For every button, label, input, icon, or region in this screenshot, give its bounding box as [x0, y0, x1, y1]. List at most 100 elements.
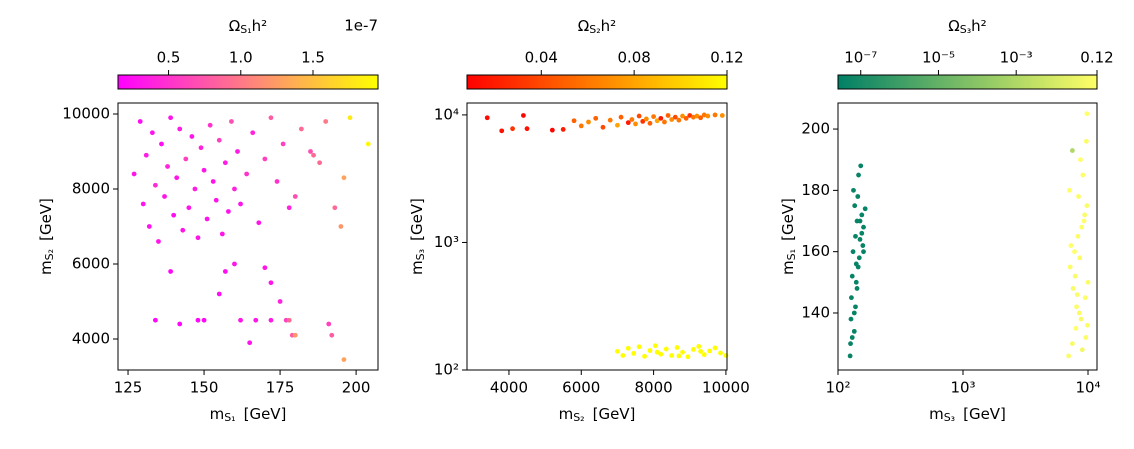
point [615, 122, 620, 128]
point [847, 353, 853, 359]
point [1073, 325, 1079, 331]
point [1070, 286, 1076, 291]
x-axis-label-part: S₁ [224, 411, 235, 424]
x-tick-label: 200 [342, 379, 371, 397]
point [311, 152, 316, 158]
colorbar-tick-label: 1.0 [229, 49, 253, 67]
point [247, 340, 253, 346]
point [620, 353, 626, 358]
point [277, 299, 283, 304]
point [149, 130, 155, 136]
point [232, 186, 237, 192]
colorbar-tick-label: 0.12 [1080, 49, 1113, 67]
x-axis-label: mS₂ [GeV] [559, 405, 636, 425]
axes-frame [837, 102, 1098, 371]
point [338, 224, 344, 229]
point [625, 120, 631, 126]
point [698, 115, 704, 121]
colorbar-label-part: S₃ [960, 23, 971, 36]
point [204, 216, 210, 222]
point [856, 172, 861, 178]
point [669, 117, 675, 122]
y-axis-label-part: [GeV] [37, 198, 55, 241]
axes-frame [466, 102, 728, 371]
y-axis-label: mS₃ [GeV] [408, 198, 428, 275]
point [676, 353, 682, 359]
y-tick-label: 10000 [62, 104, 110, 122]
point [222, 269, 228, 274]
point [183, 156, 189, 162]
x-axis-label-part: [GeV] [963, 405, 1006, 423]
point [680, 113, 685, 119]
point [347, 115, 353, 121]
point [669, 353, 675, 358]
point [857, 237, 863, 242]
point [861, 224, 866, 230]
point [690, 347, 696, 352]
point [326, 321, 332, 327]
point [718, 350, 723, 356]
point [131, 171, 137, 177]
point [341, 175, 347, 181]
point [647, 120, 653, 126]
point [1085, 322, 1090, 328]
point [723, 353, 729, 358]
point [216, 137, 222, 143]
point [201, 167, 207, 173]
point [268, 317, 274, 323]
point [256, 220, 262, 226]
point [244, 171, 250, 177]
point [636, 344, 642, 350]
point [1077, 255, 1083, 261]
point [201, 317, 207, 323]
point [210, 179, 216, 184]
colorbar-offset: 1e-7 [344, 17, 378, 35]
y-axis-label-part: m [37, 260, 55, 275]
point [332, 205, 338, 211]
x-axis-label-part: m [929, 405, 944, 423]
point [165, 164, 170, 169]
point [186, 205, 192, 211]
point [1083, 138, 1089, 144]
point [298, 126, 304, 132]
point [137, 119, 143, 124]
colorbar [837, 74, 1098, 90]
point [174, 175, 180, 181]
point [647, 348, 653, 353]
y-axis-label: mS₁ [GeV] [779, 198, 799, 275]
x-axis-label-part: m [559, 405, 574, 423]
x-tick-label: 10² [825, 379, 850, 397]
point [860, 243, 866, 248]
point [629, 117, 635, 122]
point [1069, 148, 1075, 153]
point [712, 345, 718, 351]
point [177, 321, 183, 327]
point [852, 203, 858, 209]
point [707, 348, 713, 354]
point [654, 349, 660, 355]
point [292, 194, 298, 199]
point [696, 344, 702, 349]
point [192, 186, 198, 192]
point [168, 115, 174, 121]
point [510, 126, 515, 132]
point [705, 113, 711, 119]
point [219, 231, 225, 237]
point [1084, 111, 1090, 117]
point [1074, 292, 1080, 297]
point [698, 348, 704, 354]
point [238, 317, 243, 323]
axes-frame [117, 102, 379, 371]
x-tick-label: 150 [190, 379, 219, 397]
y-tick-label: 10³ [434, 233, 459, 251]
x-axis-label-part: [GeV] [244, 405, 287, 423]
point [593, 115, 599, 121]
point [615, 348, 620, 354]
point [859, 212, 865, 218]
point [274, 179, 280, 184]
x-axis-label: mS₁ [GeV] [210, 405, 287, 425]
point [171, 212, 177, 218]
point [651, 114, 656, 120]
point [1081, 218, 1087, 224]
point [1076, 194, 1081, 199]
